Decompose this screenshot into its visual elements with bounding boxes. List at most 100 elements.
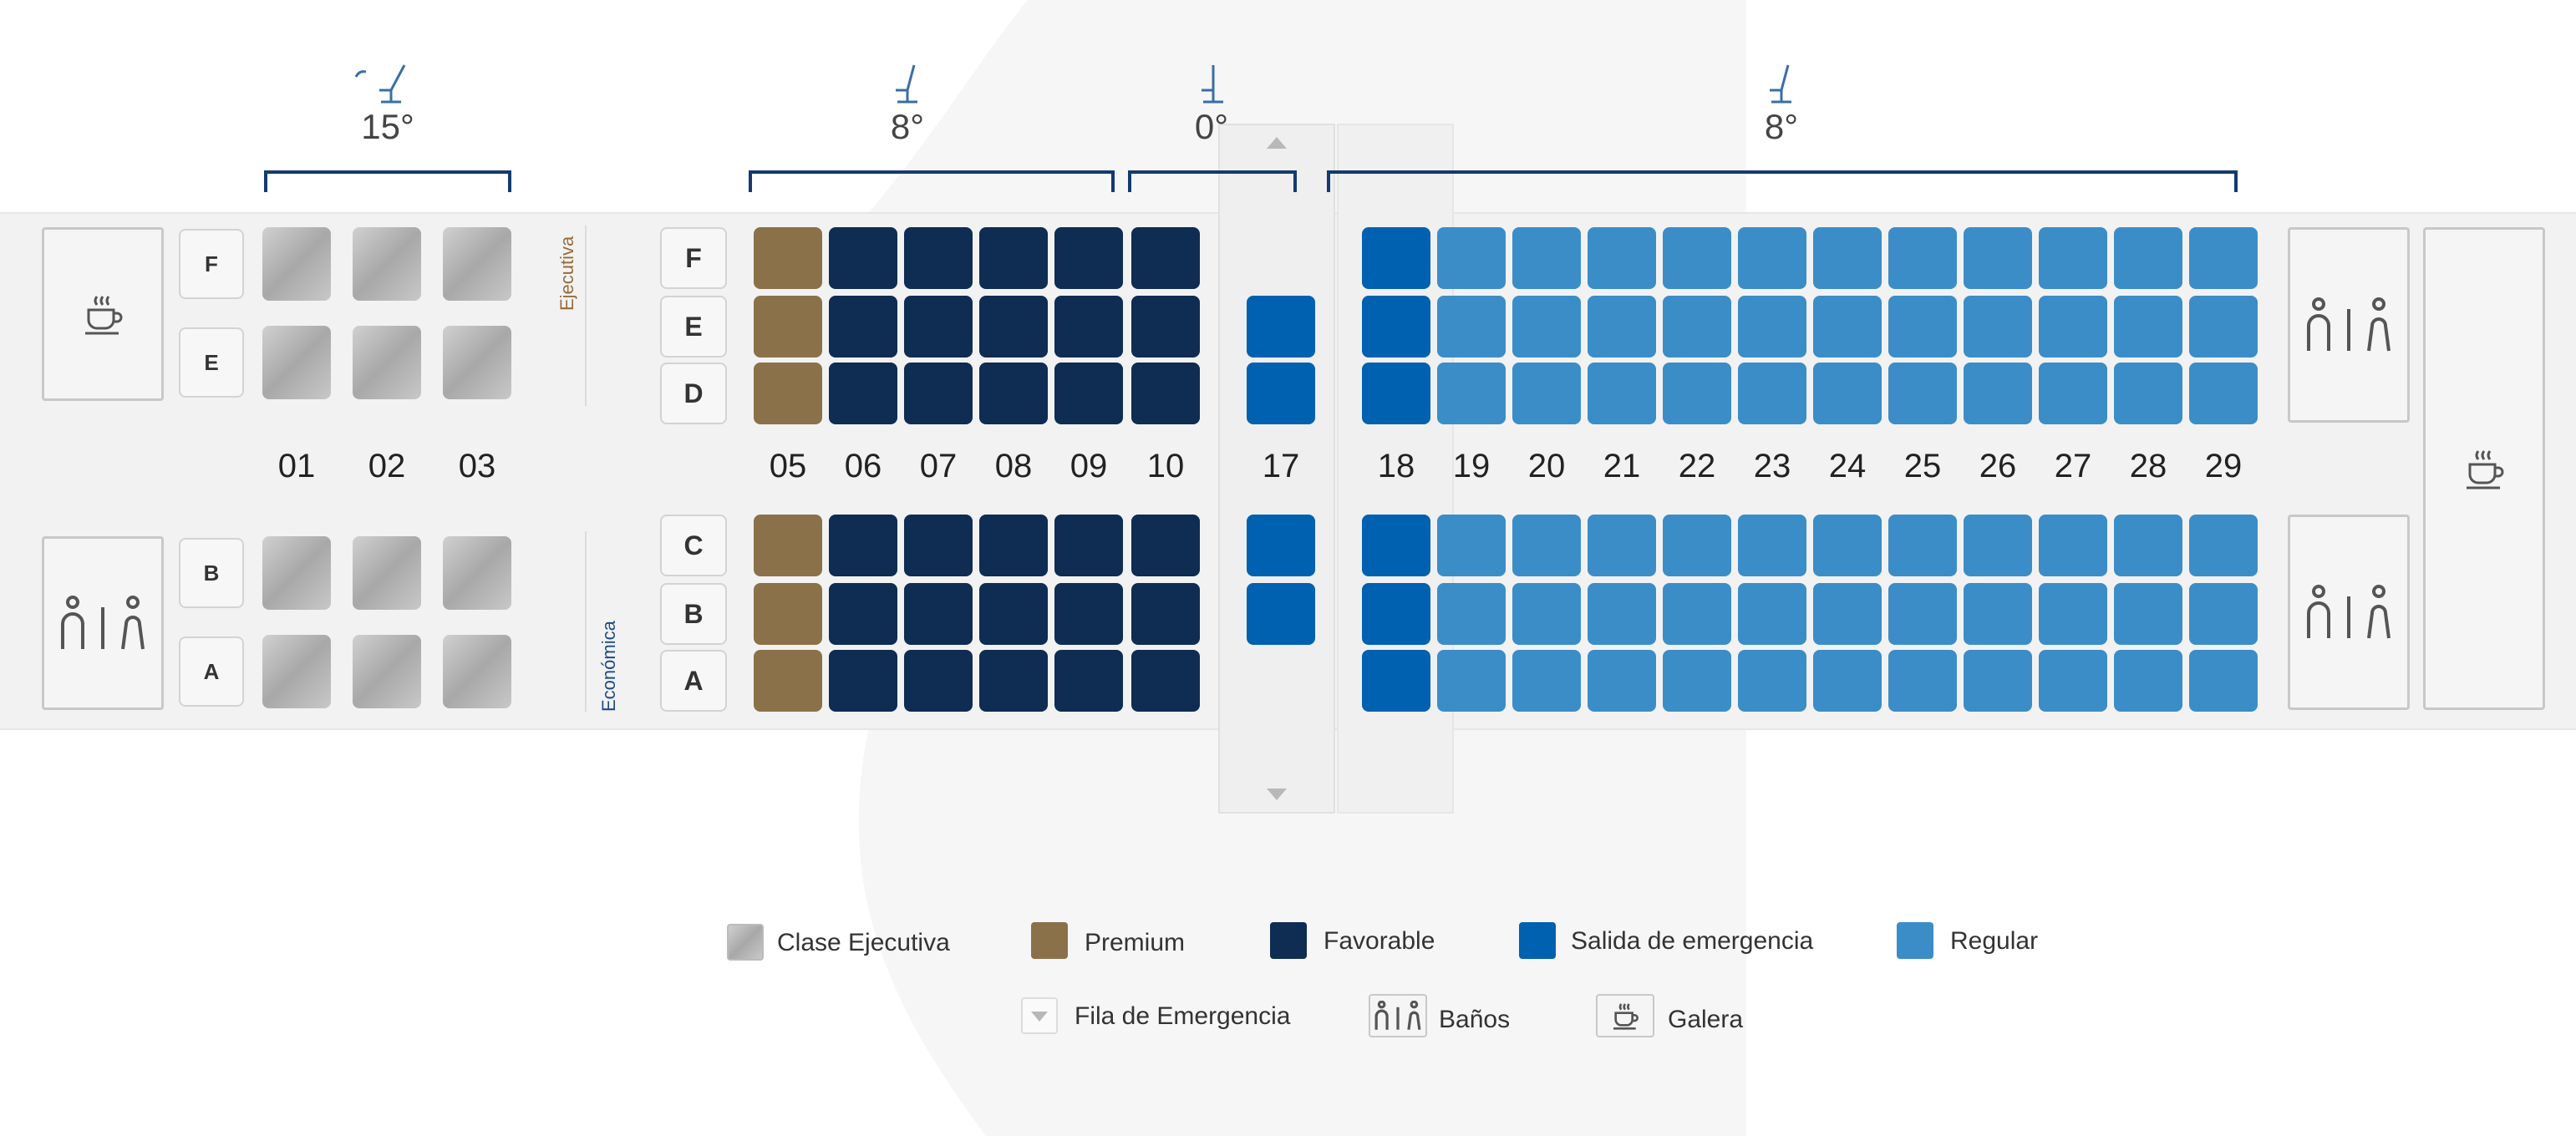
seat[interactable]	[443, 635, 511, 708]
seat[interactable]	[1131, 296, 1200, 358]
seat[interactable]	[2039, 227, 2107, 289]
seat[interactable]	[262, 326, 331, 399]
seat[interactable]	[353, 536, 421, 610]
seat[interactable]	[1437, 296, 1506, 358]
seat[interactable]	[1888, 296, 1957, 358]
seat[interactable]	[2189, 296, 2258, 358]
seat[interactable]	[1437, 363, 1506, 424]
seat[interactable]	[1512, 296, 1581, 358]
seat[interactable]	[1738, 650, 1806, 712]
seat[interactable]	[979, 296, 1048, 358]
seat[interactable]	[979, 227, 1048, 289]
seat[interactable]	[829, 650, 897, 712]
seat[interactable]	[2114, 583, 2182, 645]
seat[interactable]	[829, 515, 897, 576]
seat[interactable]	[1588, 227, 1656, 289]
seat[interactable]	[1964, 363, 2032, 424]
seat[interactable]	[1663, 650, 1731, 712]
seat[interactable]	[1362, 363, 1430, 424]
seat[interactable]	[904, 650, 973, 712]
seat[interactable]	[1588, 583, 1656, 645]
seat[interactable]	[1131, 650, 1200, 712]
seat[interactable]	[1663, 583, 1731, 645]
seat[interactable]	[1663, 363, 1731, 424]
seat[interactable]	[1964, 296, 2032, 358]
seat[interactable]	[1512, 227, 1581, 289]
seat[interactable]	[1054, 583, 1123, 645]
seat[interactable]	[2114, 296, 2182, 358]
seat[interactable]	[1813, 363, 1882, 424]
seat[interactable]	[1362, 227, 1430, 289]
seat[interactable]	[2114, 227, 2182, 289]
seat[interactable]	[2189, 515, 2258, 576]
seat[interactable]	[2114, 515, 2182, 576]
seat[interactable]	[829, 296, 897, 358]
seat[interactable]	[1131, 363, 1200, 424]
seat[interactable]	[904, 363, 973, 424]
seat[interactable]	[2189, 650, 2258, 712]
seat[interactable]	[1362, 296, 1430, 358]
seat[interactable]	[2039, 515, 2107, 576]
seat[interactable]	[2039, 583, 2107, 645]
seat[interactable]	[1512, 650, 1581, 712]
seat[interactable]	[754, 363, 822, 424]
seat[interactable]	[1738, 227, 1806, 289]
seat[interactable]	[262, 635, 331, 708]
seat[interactable]	[754, 583, 822, 645]
seat[interactable]	[1738, 296, 1806, 358]
seat[interactable]	[979, 363, 1048, 424]
seat[interactable]	[353, 635, 421, 708]
seat[interactable]	[1588, 296, 1656, 358]
seat[interactable]	[754, 650, 822, 712]
seat[interactable]	[829, 363, 897, 424]
seat[interactable]	[1247, 363, 1315, 424]
seat[interactable]	[1131, 583, 1200, 645]
seat[interactable]	[1247, 583, 1315, 645]
seat[interactable]	[1054, 650, 1123, 712]
seat[interactable]	[979, 583, 1048, 645]
seat[interactable]	[904, 583, 973, 645]
seat[interactable]	[1663, 515, 1731, 576]
seat[interactable]	[1813, 650, 1882, 712]
seat[interactable]	[2039, 363, 2107, 424]
seat[interactable]	[1738, 583, 1806, 645]
seat[interactable]	[443, 326, 511, 399]
seat[interactable]	[1964, 515, 2032, 576]
seat[interactable]	[1888, 515, 1957, 576]
seat[interactable]	[2189, 227, 2258, 289]
seat[interactable]	[979, 650, 1048, 712]
seat[interactable]	[754, 296, 822, 358]
seat[interactable]	[1437, 515, 1506, 576]
seat[interactable]	[1738, 515, 1806, 576]
seat[interactable]	[1437, 227, 1506, 289]
seat[interactable]	[1437, 650, 1506, 712]
seat[interactable]	[1964, 650, 2032, 712]
seat[interactable]	[1362, 650, 1430, 712]
seat[interactable]	[1512, 583, 1581, 645]
seat[interactable]	[2114, 650, 2182, 712]
seat[interactable]	[2189, 583, 2258, 645]
seat[interactable]	[1437, 583, 1506, 645]
seat[interactable]	[1964, 583, 2032, 645]
seat[interactable]	[1888, 363, 1957, 424]
seat[interactable]	[1888, 650, 1957, 712]
seat[interactable]	[443, 536, 511, 610]
seat[interactable]	[1738, 363, 1806, 424]
seat[interactable]	[1512, 515, 1581, 576]
seat[interactable]	[904, 515, 973, 576]
seat[interactable]	[1054, 515, 1123, 576]
seat[interactable]	[1813, 296, 1882, 358]
seat[interactable]	[904, 296, 973, 358]
seat[interactable]	[1131, 515, 1200, 576]
seat[interactable]	[1131, 227, 1200, 289]
seat[interactable]	[1888, 583, 1957, 645]
seat[interactable]	[262, 536, 331, 610]
seat[interactable]	[1054, 227, 1123, 289]
seat[interactable]	[2189, 363, 2258, 424]
seat[interactable]	[353, 227, 421, 301]
seat[interactable]	[1247, 515, 1315, 576]
seat[interactable]	[979, 515, 1048, 576]
seat[interactable]	[1588, 515, 1656, 576]
seat[interactable]	[1512, 363, 1581, 424]
seat[interactable]	[1247, 296, 1315, 358]
